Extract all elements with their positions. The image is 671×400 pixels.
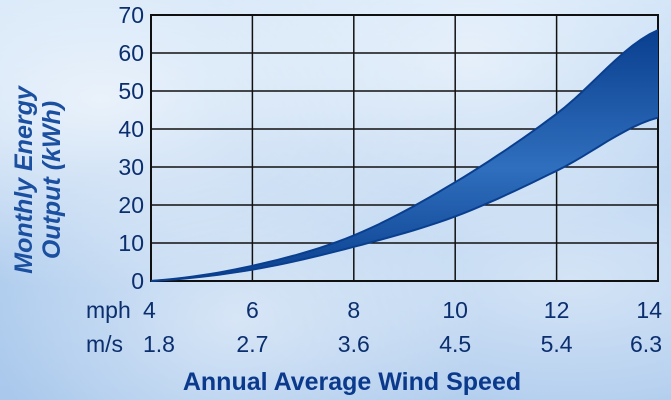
series-band <box>150 29 659 282</box>
y-tick-labels: 0 10 20 30 40 50 60 70 <box>118 2 144 294</box>
x-tick-label-ms: 6.3 <box>630 331 662 357</box>
y-tick-label: 10 <box>118 230 144 256</box>
x-tick-label-mph: 8 <box>347 297 360 323</box>
y-tick-label: 60 <box>118 40 144 66</box>
x-unit-mph: mph <box>86 297 131 323</box>
x-tick-label-mph: 6 <box>246 297 259 323</box>
x-axis-title: Annual Average Wind Speed <box>183 368 521 396</box>
series-lower-line <box>150 116 659 282</box>
y-tick-label: 40 <box>118 116 144 142</box>
y-tick-label: 50 <box>118 78 144 104</box>
x-tick-label-mph: 10 <box>442 297 468 323</box>
y-tick-label: 30 <box>118 154 144 180</box>
x-tick-label-ms: 1.8 <box>143 331 175 357</box>
x-tick-label-ms: 2.7 <box>236 331 268 357</box>
x-tick-labels: 4 1.8 6 2.7 8 3.6 10 4.5 12 5.4 14 6.3 <box>143 297 662 357</box>
y-tick-label: 20 <box>118 192 144 218</box>
x-tick-label-mph: 4 <box>143 297 156 323</box>
y-axis-title-line2: Output (kWh) <box>38 101 66 259</box>
x-tick-label-ms: 4.5 <box>439 331 471 357</box>
x-tick-label-ms: 3.6 <box>338 331 370 357</box>
y-tick-label: 0 <box>131 268 144 294</box>
series-upper-line <box>150 29 659 282</box>
y-axis-title-line1: Monthly Energy <box>10 85 38 274</box>
series-band-fill <box>151 30 658 282</box>
x-unit-ms: m/s <box>86 331 123 357</box>
x-tick-label-ms: 5.4 <box>541 331 573 357</box>
y-axis-title: Monthly Energy Output (kWh) <box>10 85 66 274</box>
x-tick-label-mph: 12 <box>544 297 570 323</box>
y-tick-label: 70 <box>118 2 144 28</box>
x-tick-label-mph: 14 <box>636 297 662 323</box>
